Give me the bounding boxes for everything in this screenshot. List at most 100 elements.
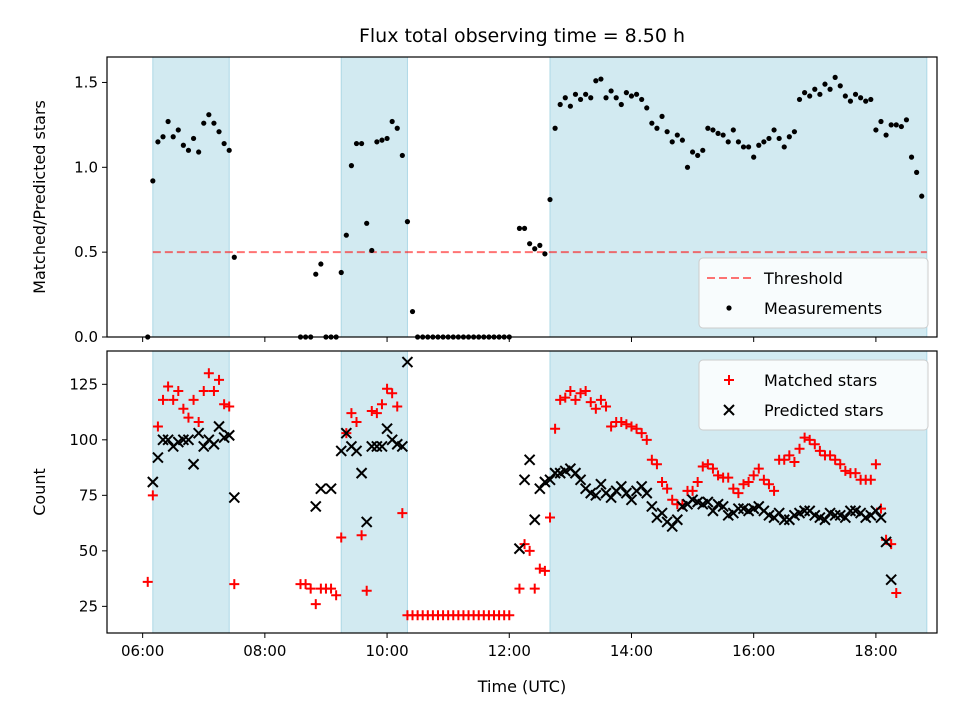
data-marker (829, 509, 841, 522)
data-point (552, 125, 558, 131)
data-marker (717, 500, 729, 513)
legend: Threshold Measurements (698, 257, 929, 329)
data-point (837, 83, 843, 89)
data-point (903, 117, 910, 123)
data-point (700, 147, 706, 153)
data-marker (656, 507, 668, 519)
data-point (786, 134, 792, 140)
data-marker (773, 507, 785, 519)
data-point (537, 242, 543, 248)
data-point (216, 129, 222, 135)
data-marker (213, 420, 225, 433)
axes-frame (106, 56, 938, 338)
data-point (201, 120, 207, 126)
data-marker (310, 500, 322, 513)
data-marker (183, 412, 194, 423)
data-marker (626, 421, 637, 432)
data-point (781, 144, 787, 150)
data-marker (539, 565, 550, 576)
data-point (547, 196, 553, 203)
legend-predicted-stars-swatch (723, 404, 735, 416)
data-point (399, 152, 405, 159)
data-marker (147, 476, 159, 488)
data-point (348, 163, 355, 169)
data-marker (549, 467, 561, 479)
data-point (771, 127, 777, 133)
data-marker (713, 470, 724, 481)
data-marker (366, 440, 378, 453)
data-point (226, 147, 232, 153)
legend-matched-stars-swatch (724, 375, 734, 385)
data-marker (646, 454, 657, 465)
legend-label: Matched stars (764, 371, 877, 390)
x-tick-label: 10:00 (365, 642, 408, 660)
data-marker (840, 465, 851, 476)
data-marker (778, 514, 790, 526)
shaded-interval-2 (340, 56, 408, 338)
data-marker (310, 599, 321, 610)
data-marker (758, 474, 769, 485)
data-point (364, 220, 370, 226)
data-point (353, 140, 360, 147)
data-marker (192, 427, 205, 439)
data-marker (839, 511, 852, 524)
data-marker (809, 439, 820, 450)
data-marker (667, 494, 678, 505)
data-marker (789, 457, 800, 468)
data-marker (168, 394, 179, 405)
data-point (756, 142, 762, 148)
data-marker (835, 459, 846, 470)
data-point (883, 132, 889, 138)
data-point (893, 122, 899, 128)
data-marker (605, 491, 617, 504)
data-point (725, 139, 731, 145)
data-marker (830, 454, 841, 465)
data-marker (625, 494, 638, 506)
data-marker (574, 474, 587, 486)
data-point (623, 90, 629, 96)
data-point (908, 154, 915, 160)
data-marker (575, 388, 586, 399)
data-marker (702, 496, 714, 508)
data-marker (621, 419, 632, 430)
series-predicted-stars (147, 356, 897, 586)
data-marker (692, 477, 703, 488)
data-marker (560, 392, 571, 403)
x-tick-label: 16:00 (732, 642, 775, 660)
data-marker (177, 434, 190, 446)
data-marker (300, 579, 311, 590)
data-marker (769, 485, 780, 496)
data-point (206, 112, 212, 118)
data-point (231, 254, 237, 260)
data-marker (529, 514, 541, 526)
legend-box (698, 359, 929, 431)
data-point (313, 271, 319, 277)
data-point (791, 129, 798, 135)
data-marker (671, 514, 684, 526)
data-marker (188, 394, 199, 405)
data-marker (875, 511, 887, 524)
data-point (669, 139, 675, 145)
data-marker (203, 368, 214, 379)
data-marker (595, 478, 607, 490)
data-marker (555, 394, 566, 405)
data-marker (702, 459, 713, 470)
data-marker (565, 385, 576, 396)
data-point (562, 95, 568, 101)
data-point (532, 246, 538, 252)
data-marker (798, 505, 811, 517)
x-tick-label: 18:00 (854, 642, 897, 660)
data-marker (228, 491, 241, 504)
data-point (664, 129, 670, 135)
data-point (165, 118, 171, 125)
data-marker (545, 512, 556, 523)
data-marker (335, 445, 347, 457)
shaded-interval-1 (152, 56, 230, 338)
data-point (822, 81, 828, 87)
data-point (379, 137, 385, 143)
data-marker (595, 394, 606, 405)
data-marker (687, 485, 698, 496)
data-marker (152, 421, 163, 432)
data-marker (305, 583, 316, 594)
data-marker (814, 445, 825, 456)
